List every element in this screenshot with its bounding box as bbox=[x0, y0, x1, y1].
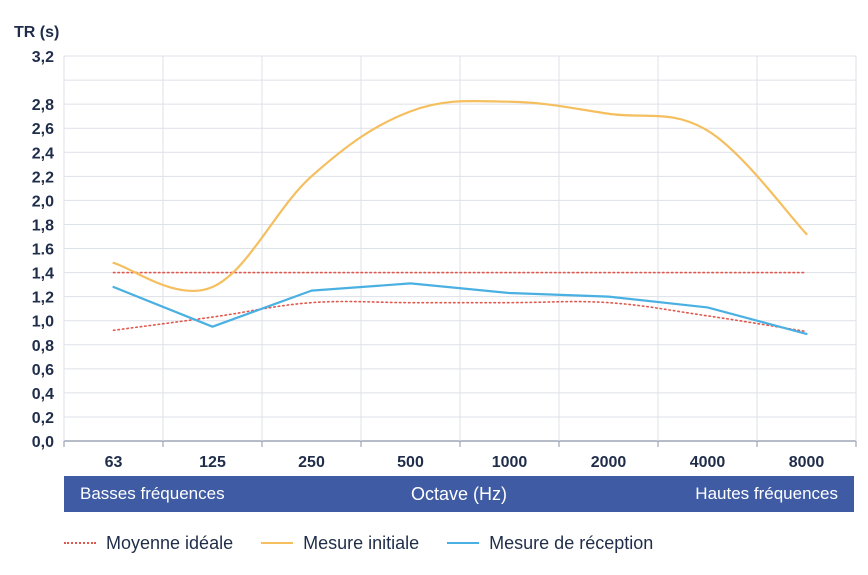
y-tick-label: 1.6 bbox=[32, 242, 54, 259]
x-tick-label: 1000 bbox=[492, 454, 528, 470]
legend: Moyenne idéale Mesure initiale Mesure de… bbox=[64, 530, 681, 556]
x-tick-label: 63 bbox=[105, 454, 123, 470]
legend-item-initial: Mesure initiale bbox=[261, 533, 419, 554]
series-lines bbox=[112, 99, 808, 336]
legend-swatch-initial bbox=[261, 542, 294, 544]
series-initial-line bbox=[112, 99, 808, 293]
y-tick-label: 0,8 bbox=[32, 338, 54, 355]
y-tick-label: 0,6 bbox=[32, 362, 54, 379]
x-tick-label: 2000 bbox=[591, 454, 627, 470]
x-tick-labels: 63 125 250 500 1000 2000 4000 8000 bbox=[105, 454, 825, 470]
x-axis-label: Octave (Hz) bbox=[410, 484, 507, 504]
x-tick-label: 8000 bbox=[789, 454, 825, 470]
x-tick-label: 125 bbox=[199, 454, 226, 470]
grid bbox=[63, 55, 857, 447]
chart: TR (s) 0,0 0,2 0,4 0,6 0,8 1,0 1,2 1,4 1.6 1,8 2,0… bbox=[14, 24, 857, 470]
legend-swatch-ideal bbox=[64, 542, 96, 544]
x-tick-label: 4000 bbox=[690, 454, 726, 470]
y-tick-label: 0,4 bbox=[32, 386, 54, 403]
y-tick-label: 1,4 bbox=[32, 266, 54, 283]
y-tick-label: 0,0 bbox=[32, 434, 54, 451]
frequency-band: Octave (Hz) Basses fréquences Hautes fré… bbox=[64, 476, 854, 512]
y-tick-label: 0,2 bbox=[32, 410, 54, 427]
y-tick-label: 2,4 bbox=[32, 145, 54, 162]
legend-label-initial: Mesure initiale bbox=[303, 532, 420, 553]
legend-item-reception: Mesure de réception bbox=[447, 533, 653, 554]
y-tick-label: 1,8 bbox=[32, 217, 54, 234]
y-axis-label: TR (s) bbox=[14, 24, 59, 41]
band-high-label: Hautes fréquences bbox=[695, 484, 838, 503]
y-tick-label: 2,0 bbox=[32, 193, 54, 210]
legend-item-ideal: Moyenne idéale bbox=[64, 533, 233, 554]
y-tick-label: 3,2 bbox=[32, 49, 54, 66]
y-tick-label: 1,0 bbox=[32, 314, 54, 331]
band-low-label: Basses fréquences bbox=[80, 484, 225, 503]
y-tick-label: 2,8 bbox=[32, 97, 54, 114]
y-tick-labels: 0,0 0,2 0,4 0,6 0,8 1,0 1,2 1,4 1.6 1,8 2,0 2,2 2,4 2… bbox=[32, 49, 54, 451]
legend-label-reception: Mesure de réception bbox=[489, 532, 654, 553]
legend-swatch-reception bbox=[447, 542, 480, 544]
y-tick-label: 2,2 bbox=[32, 169, 54, 186]
legend-label-ideal: Moyenne idéale bbox=[106, 532, 234, 553]
series-ideal-line bbox=[112, 300, 808, 333]
x-tick-label: 500 bbox=[397, 454, 424, 470]
y-tick-label: 1,2 bbox=[32, 290, 54, 307]
series-reception-line bbox=[112, 282, 808, 336]
y-tick-label: 2,6 bbox=[32, 121, 54, 138]
x-tick-label: 250 bbox=[298, 454, 325, 470]
